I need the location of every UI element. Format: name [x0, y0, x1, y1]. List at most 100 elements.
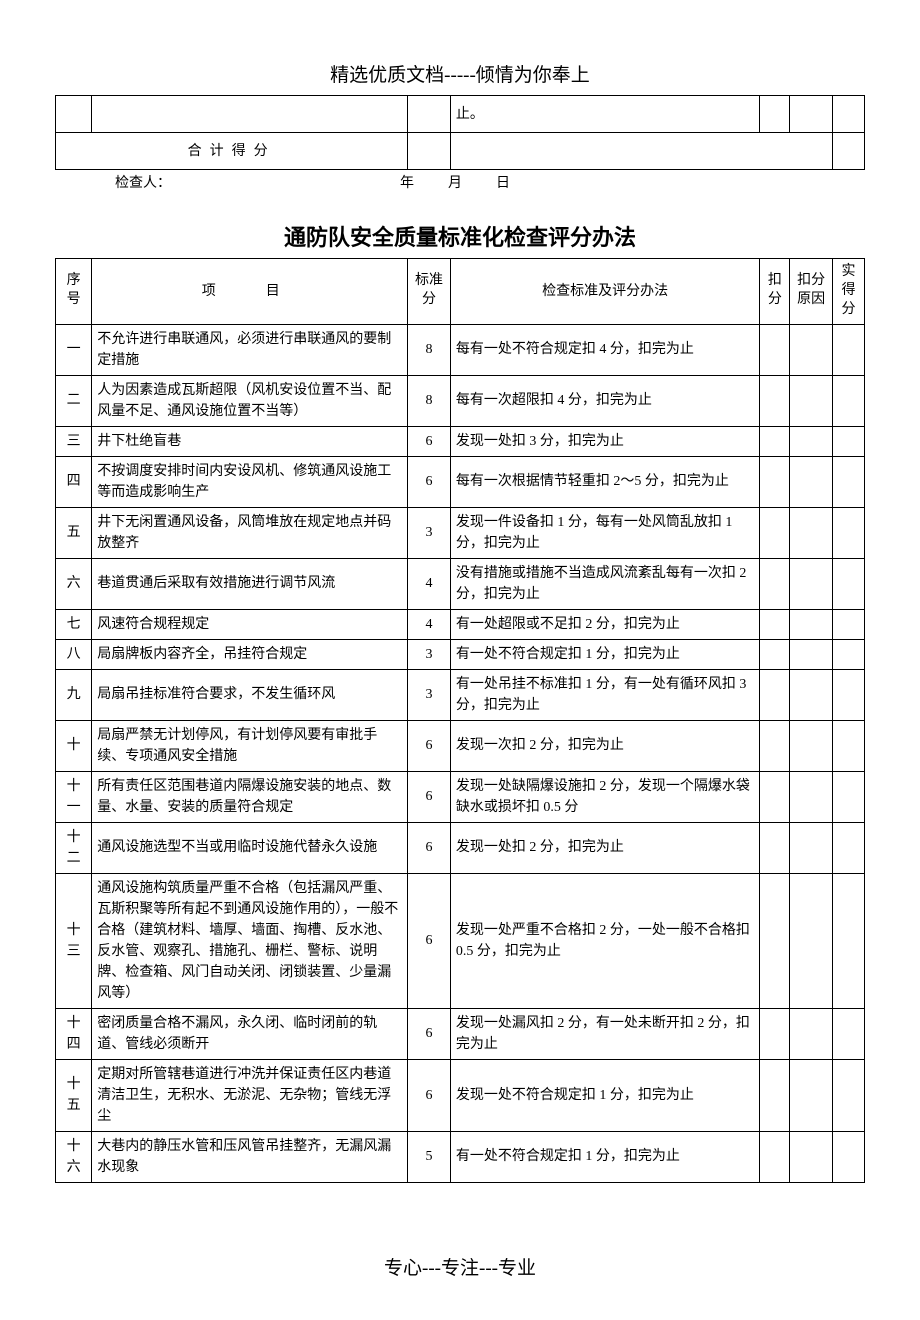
table-row: 六巷道贯通后采取有效措施进行调节风流4没有措施或措施不当造成风流紊乱每有一次扣 … — [56, 558, 865, 609]
deduct-cell — [760, 456, 790, 507]
seq-cell: 十 — [56, 720, 92, 771]
page-footer: 专心---专注---专业 — [55, 1253, 865, 1280]
criteria-cell: 发现一处漏风扣 2 分，有一处未断开扣 2 分，扣完为止 — [450, 1008, 760, 1059]
table-row: 三井下杜绝盲巷6发现一处扣 3 分，扣完为止 — [56, 426, 865, 456]
std-cell: 8 — [408, 324, 451, 375]
empty-cell — [832, 96, 864, 133]
header-reason: 扣分原因 — [790, 259, 833, 325]
table-header-row: 序号 项 目 标准分 检查标准及评分办法 扣分 扣分原因 实得分 — [56, 259, 865, 325]
deduct-cell — [760, 609, 790, 639]
seq-cell: 二 — [56, 375, 92, 426]
table-row: 九局扇吊挂标准符合要求，不发生循环风3有一处吊挂不标准扣 1 分，有一处有循环风… — [56, 669, 865, 720]
table-row: 十局扇严禁无计划停风，有计划停风要有审批手续、专项通风安全措施6发现一次扣 2 … — [56, 720, 865, 771]
reason-cell — [790, 669, 833, 720]
deduct-cell — [760, 375, 790, 426]
seq-cell: 十六 — [56, 1131, 92, 1182]
empty-cell — [790, 96, 833, 133]
seq-cell: 四 — [56, 456, 92, 507]
deduct-cell — [760, 873, 790, 1008]
table-row: 十一所有责任区范围巷道内隔爆设施安装的地点、数量、水量、安装的质量符合规定6发现… — [56, 771, 865, 822]
seq-cell: 十一 — [56, 771, 92, 822]
actual-cell — [832, 375, 864, 426]
seq-cell: 十二 — [56, 822, 92, 873]
item-cell: 局扇牌板内容齐全，吊挂符合规定 — [92, 639, 408, 669]
scoring-table: 序号 项 目 标准分 检查标准及评分办法 扣分 扣分原因 实得分 一不允许进行串… — [55, 258, 865, 1183]
actual-cell — [832, 720, 864, 771]
actual-cell — [832, 822, 864, 873]
deduct-cell — [760, 324, 790, 375]
header-std: 标准分 — [408, 259, 451, 325]
reason-cell — [790, 507, 833, 558]
std-cell: 3 — [408, 639, 451, 669]
reason-cell — [790, 324, 833, 375]
item-cell: 人为因素造成瓦斯超限（风机安设位置不当、配风量不足、通风设施位置不当等） — [92, 375, 408, 426]
header-actual: 实得分 — [832, 259, 864, 325]
criteria-cell: 有一处不符合规定扣 1 分，扣完为止 — [450, 639, 760, 669]
actual-cell — [832, 873, 864, 1008]
criteria-cell: 没有措施或措施不当造成风流紊乱每有一次扣 2 分，扣完为止 — [450, 558, 760, 609]
reason-cell — [790, 1131, 833, 1182]
deduct-cell — [760, 558, 790, 609]
table-row: 七风速符合规程规定4有一处超限或不足扣 2 分，扣完为止 — [56, 609, 865, 639]
std-cell: 6 — [408, 720, 451, 771]
table-row: 十四密闭质量合格不漏风，永久闭、临时闭前的轨道、管线必须断开6发现一处漏风扣 2… — [56, 1008, 865, 1059]
table-row: 二人为因素造成瓦斯超限（风机安设位置不当、配风量不足、通风设施位置不当等）8每有… — [56, 375, 865, 426]
item-cell: 不允许进行串联通风，必须进行串联通风的要制定措施 — [92, 324, 408, 375]
actual-cell — [832, 669, 864, 720]
actual-cell — [832, 507, 864, 558]
deduct-cell — [760, 639, 790, 669]
std-cell: 3 — [408, 507, 451, 558]
reason-cell — [790, 771, 833, 822]
std-cell: 6 — [408, 873, 451, 1008]
table-row: 五井下无闲置通风设备，风筒堆放在规定地点并码放整齐3发现一件设备扣 1 分，每有… — [56, 507, 865, 558]
deduct-cell — [760, 507, 790, 558]
deduct-cell — [760, 1059, 790, 1131]
std-cell: 4 — [408, 558, 451, 609]
stop-cell: 止。 — [450, 96, 760, 133]
deduct-cell — [760, 669, 790, 720]
deduct-cell — [760, 771, 790, 822]
actual-cell — [832, 639, 864, 669]
document-title: 通防队安全质量标准化检查评分办法 — [55, 220, 865, 252]
seq-cell: 十三 — [56, 873, 92, 1008]
table-row: 八局扇牌板内容齐全，吊挂符合规定3有一处不符合规定扣 1 分，扣完为止 — [56, 639, 865, 669]
criteria-cell: 发现一处不符合规定扣 1 分，扣完为止 — [450, 1059, 760, 1131]
inspector-label: 检查人： — [115, 176, 171, 191]
table-row: 一不允许进行串联通风，必须进行串联通风的要制定措施8每有一处不符合规定扣 4 分… — [56, 324, 865, 375]
std-cell: 3 — [408, 669, 451, 720]
actual-cell — [832, 1131, 864, 1182]
table-row: 止。 — [56, 96, 865, 133]
reason-cell — [790, 873, 833, 1008]
item-cell: 所有责任区范围巷道内隔爆设施安装的地点、数量、水量、安装的质量符合规定 — [92, 771, 408, 822]
std-cell: 6 — [408, 1008, 451, 1059]
std-cell: 6 — [408, 1059, 451, 1131]
std-cell: 6 — [408, 456, 451, 507]
empty-cell — [408, 133, 451, 170]
empty-cell — [408, 96, 451, 133]
header-seq: 序号 — [56, 259, 92, 325]
reason-cell — [790, 609, 833, 639]
deduct-cell — [760, 822, 790, 873]
criteria-cell: 发现一处缺隔爆设施扣 2 分，发现一个隔爆水袋缺水或损坏扣 0.5 分 — [450, 771, 760, 822]
item-cell: 巷道贯通后采取有效措施进行调节风流 — [92, 558, 408, 609]
deduct-cell — [760, 426, 790, 456]
actual-cell — [832, 609, 864, 639]
seq-cell: 十五 — [56, 1059, 92, 1131]
reason-cell — [790, 1008, 833, 1059]
seq-cell: 九 — [56, 669, 92, 720]
actual-cell — [832, 1008, 864, 1059]
deduct-cell — [760, 1131, 790, 1182]
criteria-cell: 发现一处扣 2 分，扣完为止 — [450, 822, 760, 873]
table-row: 十五定期对所管辖巷道进行冲洗并保证责任区内巷道清洁卫生，无积水、无淤泥、无杂物；… — [56, 1059, 865, 1131]
item-cell: 局扇严禁无计划停风，有计划停风要有审批手续、专项通风安全措施 — [92, 720, 408, 771]
reason-cell — [790, 720, 833, 771]
criteria-cell: 发现一件设备扣 1 分，每有一处风筒乱放扣 1 分，扣完为止 — [450, 507, 760, 558]
seq-cell: 七 — [56, 609, 92, 639]
item-cell: 密闭质量合格不漏风，永久闭、临时闭前的轨道、管线必须断开 — [92, 1008, 408, 1059]
seq-cell: 三 — [56, 426, 92, 456]
item-cell: 不按调度安排时间内安设风机、修筑通风设施工等而造成影响生产 — [92, 456, 408, 507]
empty-cell — [832, 133, 864, 170]
reason-cell — [790, 639, 833, 669]
criteria-cell: 发现一处严重不合格扣 2 分，一处一般不合格扣 0.5 分，扣完为止 — [450, 873, 760, 1008]
table-row: 四不按调度安排时间内安设风机、修筑通风设施工等而造成影响生产6每有一次根据情节轻… — [56, 456, 865, 507]
